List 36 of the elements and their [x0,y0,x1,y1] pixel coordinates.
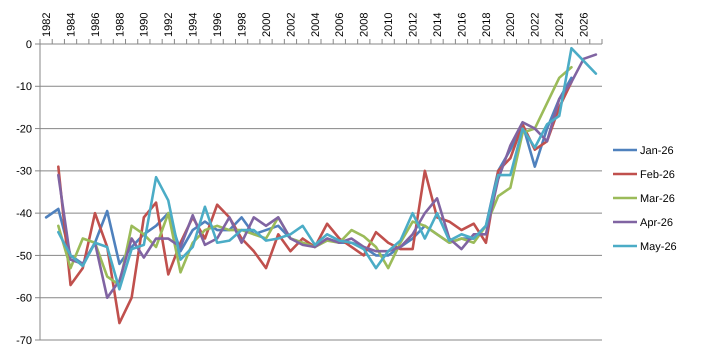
x-tick-label: 2024 [554,12,566,37]
x-tick-label: 2012 [407,12,420,37]
y-tick-label: -50 [16,250,32,262]
x-tick-label: 2000 [260,12,273,37]
x-tick-label: 1984 [65,12,78,37]
x-tick-label: 2010 [383,12,396,37]
y-tick-label: -70 [16,334,32,347]
x-tick-label: 2008 [358,12,371,37]
x-tick-label: 2020 [505,12,518,37]
y-tick-label: -40 [16,208,32,220]
legend-label: Feb-26 [640,168,675,181]
x-tick-label: 2006 [334,12,346,37]
legend-label: Apr-26 [640,216,674,229]
x-tick-label: 1994 [188,12,200,37]
y-tick-label: -20 [16,123,32,136]
x-tick-label: 1998 [236,12,248,37]
x-tick-label: 1982 [40,12,53,37]
y-tick-label: -60 [16,292,32,305]
x-tick-label: 1992 [163,12,176,37]
x-tick-label: 1988 [114,12,126,37]
legend-label: Mar-26 [640,192,675,205]
legend-label: May-26 [640,240,677,253]
x-tick-label: 2018 [480,12,493,37]
x-tick-label: 2016 [456,12,468,37]
x-tick-label: 1996 [212,12,224,37]
x-tick-label: 1986 [90,12,102,37]
y-tick-label: -10 [16,81,32,94]
y-tick-label: 0 [26,38,32,51]
legend-label: Jan-26 [640,144,674,157]
x-tick-label: 2026 [578,12,591,37]
x-tick-label: 1990 [138,12,151,37]
x-tick-label: 2014 [432,12,444,37]
x-tick-label: 2022 [530,12,542,37]
x-tick-label: 2002 [285,12,298,37]
y-tick-label: -30 [16,166,32,178]
x-tick-label: 2004 [310,12,322,37]
